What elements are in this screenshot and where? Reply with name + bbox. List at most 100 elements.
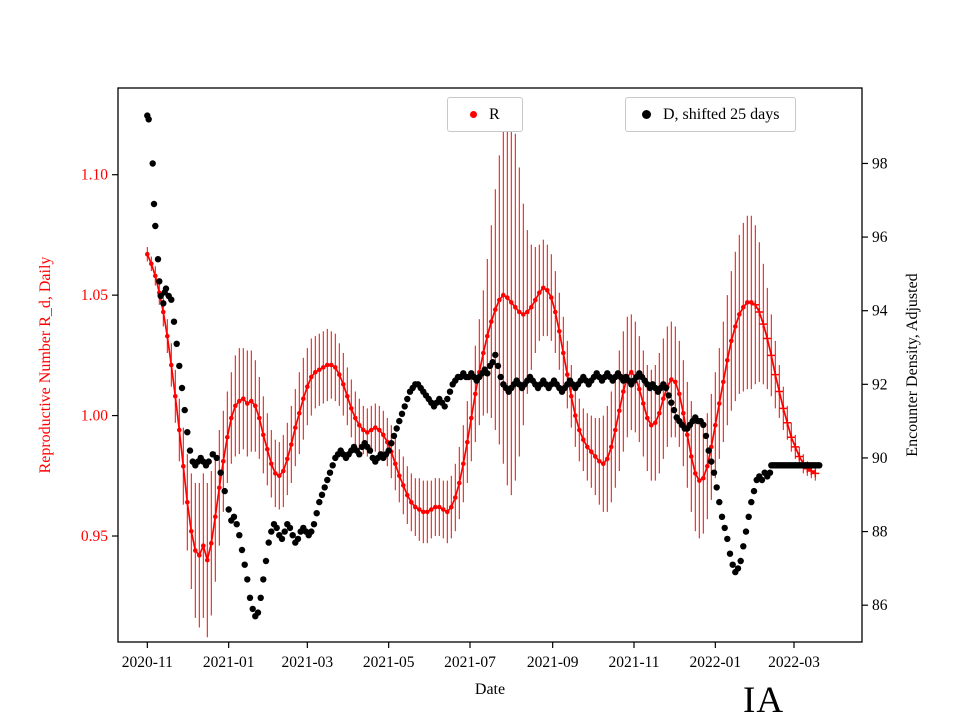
- series-d-point: [268, 528, 275, 535]
- series-r-plus-point: [763, 334, 772, 343]
- series-d-point: [321, 484, 328, 491]
- series-d-point: [737, 557, 744, 565]
- series-r-point: [581, 437, 586, 443]
- series-d-point: [494, 362, 502, 370]
- series-r-point: [325, 362, 330, 368]
- series-r-point: [209, 540, 214, 546]
- series-r-point: [537, 290, 542, 296]
- series-r-point: [481, 350, 486, 356]
- series-d-point: [750, 487, 758, 495]
- series-r-point: [513, 304, 518, 310]
- series-r-point: [705, 463, 710, 469]
- series-r-plus-point: [775, 387, 784, 396]
- series-d-point: [398, 410, 406, 417]
- series-r-point: [585, 444, 590, 450]
- series-d-point: [162, 285, 170, 292]
- series-r-point: [601, 461, 606, 467]
- series-d-point: [225, 506, 232, 513]
- series-r-point: [697, 478, 702, 483]
- series-r-point: [405, 492, 410, 498]
- axes-frame: [117, 87, 863, 643]
- series-r-point: [189, 528, 194, 534]
- series-r-point: [545, 288, 550, 293]
- series-d-point: [160, 300, 167, 307]
- series-d-point: [329, 462, 336, 469]
- series-r-point: [397, 473, 402, 479]
- series-r-point: [237, 398, 242, 404]
- series-r-point: [685, 432, 690, 438]
- x-tick-label: 2021-03: [281, 654, 333, 671]
- series-r-point: [357, 422, 362, 428]
- series-d-point: [244, 576, 251, 583]
- x-axis-label: Date: [474, 681, 506, 698]
- series-r-point: [737, 312, 742, 317]
- series-d-point: [145, 116, 152, 123]
- series-r-point: [161, 309, 166, 315]
- series-r-point: [281, 468, 286, 474]
- x-tick-label: 2021-07: [444, 654, 496, 671]
- y-tick-right-label: 88: [872, 524, 888, 541]
- series-r-point: [721, 379, 726, 385]
- series-r-point: [365, 430, 370, 435]
- series-d-point: [668, 399, 675, 406]
- series-r-point: [417, 507, 422, 512]
- series-r-point: [437, 504, 442, 510]
- series-r-plus-point: [759, 320, 768, 329]
- series-r-point: [441, 507, 446, 512]
- series-r-point: [729, 338, 734, 344]
- series-r-point: [297, 410, 302, 416]
- series-r-point: [269, 461, 274, 467]
- series-r-point: [689, 454, 694, 459]
- series-d-point: [745, 513, 752, 520]
- x-tick-label: 2021-09: [527, 654, 579, 671]
- series-r-plus-point: [791, 442, 800, 451]
- series-r-point: [393, 461, 398, 467]
- series-r-point: [401, 483, 406, 488]
- series-r-point: [505, 295, 510, 300]
- series-d-point: [705, 447, 712, 454]
- series-d-point: [740, 543, 747, 550]
- series-r-point: [629, 369, 634, 375]
- series-r-point: [285, 456, 290, 462]
- series-r-point: [493, 307, 498, 312]
- series-r-point: [681, 410, 686, 416]
- series-r-point: [725, 357, 730, 363]
- series-r-point: [657, 410, 662, 416]
- series-d-point: [662, 384, 670, 392]
- series-r-point: [309, 374, 314, 380]
- series-r-point: [521, 312, 526, 317]
- x-tick-label: 2022-03: [768, 654, 820, 671]
- series-r-point: [449, 504, 454, 510]
- series-d-point: [729, 561, 736, 568]
- series-r-point: [349, 406, 354, 411]
- series-d-point: [265, 539, 272, 546]
- series-d-point: [156, 278, 163, 285]
- y-tick-left-label: 0.95: [81, 528, 108, 545]
- series-d-point: [492, 351, 499, 359]
- series-d-point: [316, 498, 323, 506]
- series-r-plus-point: [787, 433, 796, 442]
- series-r-point: [301, 396, 306, 402]
- series-r-point: [249, 398, 254, 404]
- series-r-point: [433, 504, 438, 510]
- series-r-point: [165, 333, 170, 339]
- series-r-point: [293, 425, 298, 430]
- series-d-point: [152, 222, 159, 230]
- series-r-point: [613, 427, 618, 433]
- series-d-point: [356, 451, 363, 458]
- series-r-point: [217, 485, 222, 491]
- series-r-point: [465, 439, 470, 445]
- series-d-point: [396, 417, 403, 425]
- series-d-point: [713, 484, 720, 491]
- series-d-point: [702, 432, 710, 440]
- series-r-point: [345, 394, 350, 399]
- series-d-point: [257, 594, 264, 601]
- series-d-point: [393, 425, 400, 432]
- series-r-point: [461, 461, 466, 467]
- series-r-point: [733, 324, 738, 329]
- series-r-point: [169, 362, 174, 368]
- y-tick-left-label: 1.05: [81, 287, 108, 304]
- series-r-point: [525, 309, 530, 315]
- series-r-point: [193, 548, 198, 553]
- series-d-point: [149, 160, 156, 167]
